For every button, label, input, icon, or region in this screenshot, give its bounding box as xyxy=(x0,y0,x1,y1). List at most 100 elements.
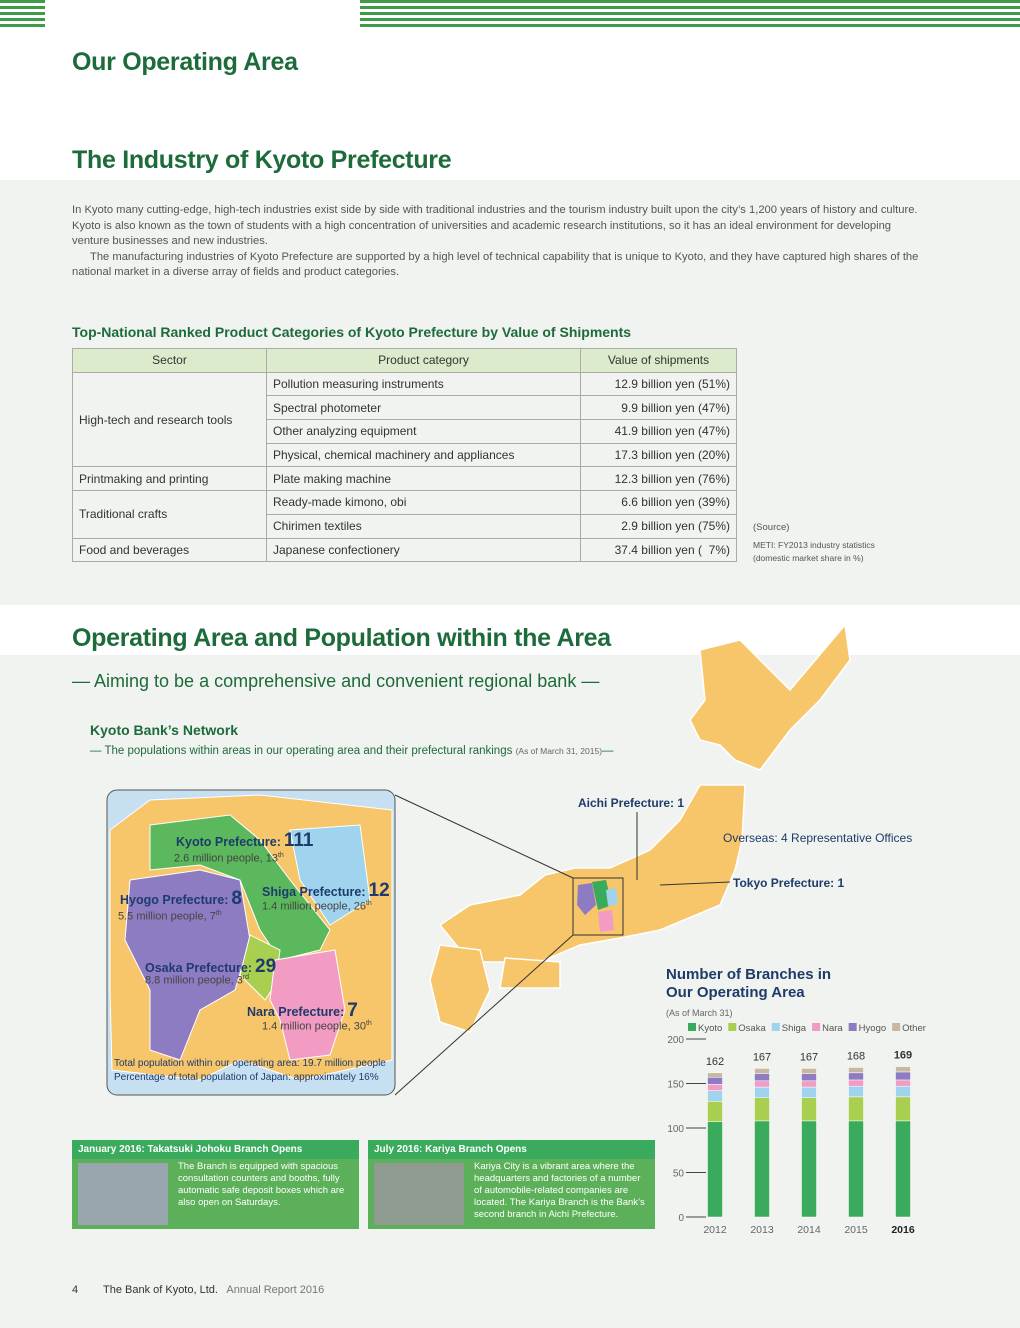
legend-label: Hyogo xyxy=(859,1023,886,1034)
branch-count: 29 xyxy=(255,956,277,977)
value-cell: 37.4 billion yen ( 7%) xyxy=(580,537,737,563)
legend-swatch xyxy=(848,1023,857,1031)
stripe-decoration xyxy=(360,0,1020,30)
inset-total: Total population within our operating ar… xyxy=(114,1058,386,1069)
inset-osaka xyxy=(239,934,281,1001)
x-tick-label: 2013 xyxy=(750,1224,774,1236)
bar-segment xyxy=(801,1068,817,1074)
bar-segment xyxy=(895,1066,911,1073)
bar-segment xyxy=(754,1080,770,1088)
table-row: Spectral photometer 9.9 billion yen (47%) xyxy=(73,395,737,421)
population-text: 1.4 million people, 26 xyxy=(262,900,366,913)
prefecture-label: Kyoto Prefecture: 111 xyxy=(176,830,314,852)
news-title: July 2016: Kariya Branch Opens xyxy=(368,1140,655,1159)
bar-segment xyxy=(801,1073,817,1082)
stripe-decoration xyxy=(0,0,45,30)
network-note: — The populations within areas in our op… xyxy=(90,745,614,757)
note-end: — xyxy=(602,745,614,757)
source-text: METI: FY2013 industry statistics xyxy=(753,540,875,550)
chart-title: Number of Branches in Our Operating Area xyxy=(666,966,832,1001)
total-label: 168 xyxy=(847,1050,865,1062)
company: The Bank of Kyoto, Ltd. xyxy=(102,1284,218,1296)
population: 5.5 million people, 7th xyxy=(118,910,222,923)
connector xyxy=(394,934,574,1096)
prefecture-label: Shiga Prefecture: 12 xyxy=(262,880,390,902)
sector-cell: High-tech and research tools xyxy=(72,371,267,468)
bar-segment xyxy=(754,1120,770,1218)
ordinal: th xyxy=(365,900,372,907)
bar-segment xyxy=(848,1079,864,1087)
inset-kyoto xyxy=(149,814,331,961)
bar-segment xyxy=(895,1120,911,1218)
bar-segment xyxy=(754,1097,770,1122)
bar-segment xyxy=(801,1120,817,1218)
value-cell: 12.3 billion yen (76%) xyxy=(580,466,737,492)
annotation: Overseas: 4 Representative Offices xyxy=(723,831,913,845)
product-cell: Physical, chemical machinery and applian… xyxy=(266,442,581,468)
section-title: The Industry of Kyoto Prefecture xyxy=(72,146,452,174)
mini-nara xyxy=(598,910,614,932)
legend-label: Other xyxy=(902,1023,926,1034)
mini-hyogo xyxy=(577,883,596,915)
total-label: 167 xyxy=(753,1051,771,1063)
branch-chart: 0 50 100 150 200 Kyoto Osaka Shiga Nara Hyogo Othe… xyxy=(667,1023,926,1236)
total-label: 167 xyxy=(800,1051,818,1063)
prefecture-label: Osaka Prefecture: 29 xyxy=(145,956,276,978)
table-row: High-tech and research tools Pollution me… xyxy=(72,371,737,468)
product-cell: Chirimen textiles xyxy=(266,513,581,539)
note-text: — The populations within areas in our op… xyxy=(90,745,513,757)
prefecture-name: Hyogo Prefecture: xyxy=(120,893,229,907)
population-text: 1.4 million people, 30 xyxy=(262,1020,366,1033)
ordinal: th xyxy=(365,1020,372,1027)
paragraph: In Kyoto many cutting-edge, high-tech in… xyxy=(72,204,918,248)
bar-segment xyxy=(848,1096,864,1122)
network-title: Kyoto Bank’s Network xyxy=(90,722,239,738)
inset-share: Percentage of total population of Japan:… xyxy=(114,1072,379,1083)
bar-segment xyxy=(707,1121,723,1218)
news-body: The Branch is equipped with spacious con… xyxy=(72,1159,359,1229)
prefecture-name: Kyoto Prefecture: xyxy=(176,835,281,849)
bar-segment xyxy=(848,1120,864,1218)
intro-text: In Kyoto many cutting-edge, high-tech in… xyxy=(72,203,928,281)
bar-segment xyxy=(754,1086,770,1098)
photo-placeholder xyxy=(78,1163,168,1225)
y-tick-label: 150 xyxy=(667,1080,684,1091)
callout-line xyxy=(659,881,731,886)
bar-segment xyxy=(707,1077,723,1085)
table-row: Other analyzing equipment 41.9 billion ye… xyxy=(73,419,737,444)
bar-segment xyxy=(895,1085,911,1098)
footer: 4 The Bank of Kyoto, Ltd. Annual Report … xyxy=(72,1284,324,1296)
annotation: Aichi Prefecture: 1 xyxy=(578,796,685,810)
news-body: Kariya City is a vibrant area where the … xyxy=(368,1159,655,1229)
table-row: Food and beverages Japanese confectionery… xyxy=(72,537,737,563)
table-title: Top-National Ranked Product Categories o… xyxy=(72,324,632,340)
inset-nara xyxy=(269,949,346,1061)
prefecture-name: Shiga Prefecture: xyxy=(262,885,366,899)
legend-swatch xyxy=(892,1023,901,1031)
bar-segment xyxy=(895,1079,911,1087)
population-text: 5.5 million people, 7 xyxy=(118,910,216,923)
source-note: (domestic market share in %) xyxy=(753,553,864,563)
prefecture-name: Nara Prefecture: xyxy=(247,1005,345,1019)
sector-cell: Printmaking and printing xyxy=(72,466,267,492)
population: 1.4 million people, 30th xyxy=(262,1020,372,1033)
population-text: 8.8 million people, 3 xyxy=(145,974,243,987)
bar-segment xyxy=(707,1084,723,1091)
ordinal: th xyxy=(277,852,284,859)
branch-count: 12 xyxy=(368,880,390,901)
table-row: Printmaking and printing Plate making mac… xyxy=(72,466,737,492)
ordinal: th xyxy=(215,910,222,917)
population-text: 2.6 million people, 13 xyxy=(174,852,278,865)
mini-kyoto xyxy=(592,880,612,910)
value-cell: 41.9 billion yen (47%) xyxy=(580,419,737,444)
bar-segment xyxy=(848,1067,864,1074)
prefecture-label: Hyogo Prefecture: 8 xyxy=(120,888,242,910)
note-date: (As of March 31, 2015) xyxy=(515,746,603,756)
bar-segment xyxy=(848,1072,864,1081)
bar-segment xyxy=(754,1073,770,1082)
kyushu xyxy=(429,944,491,1033)
bar-segment xyxy=(848,1085,864,1098)
legend-swatch xyxy=(688,1023,696,1031)
photo-placeholder xyxy=(374,1163,464,1225)
